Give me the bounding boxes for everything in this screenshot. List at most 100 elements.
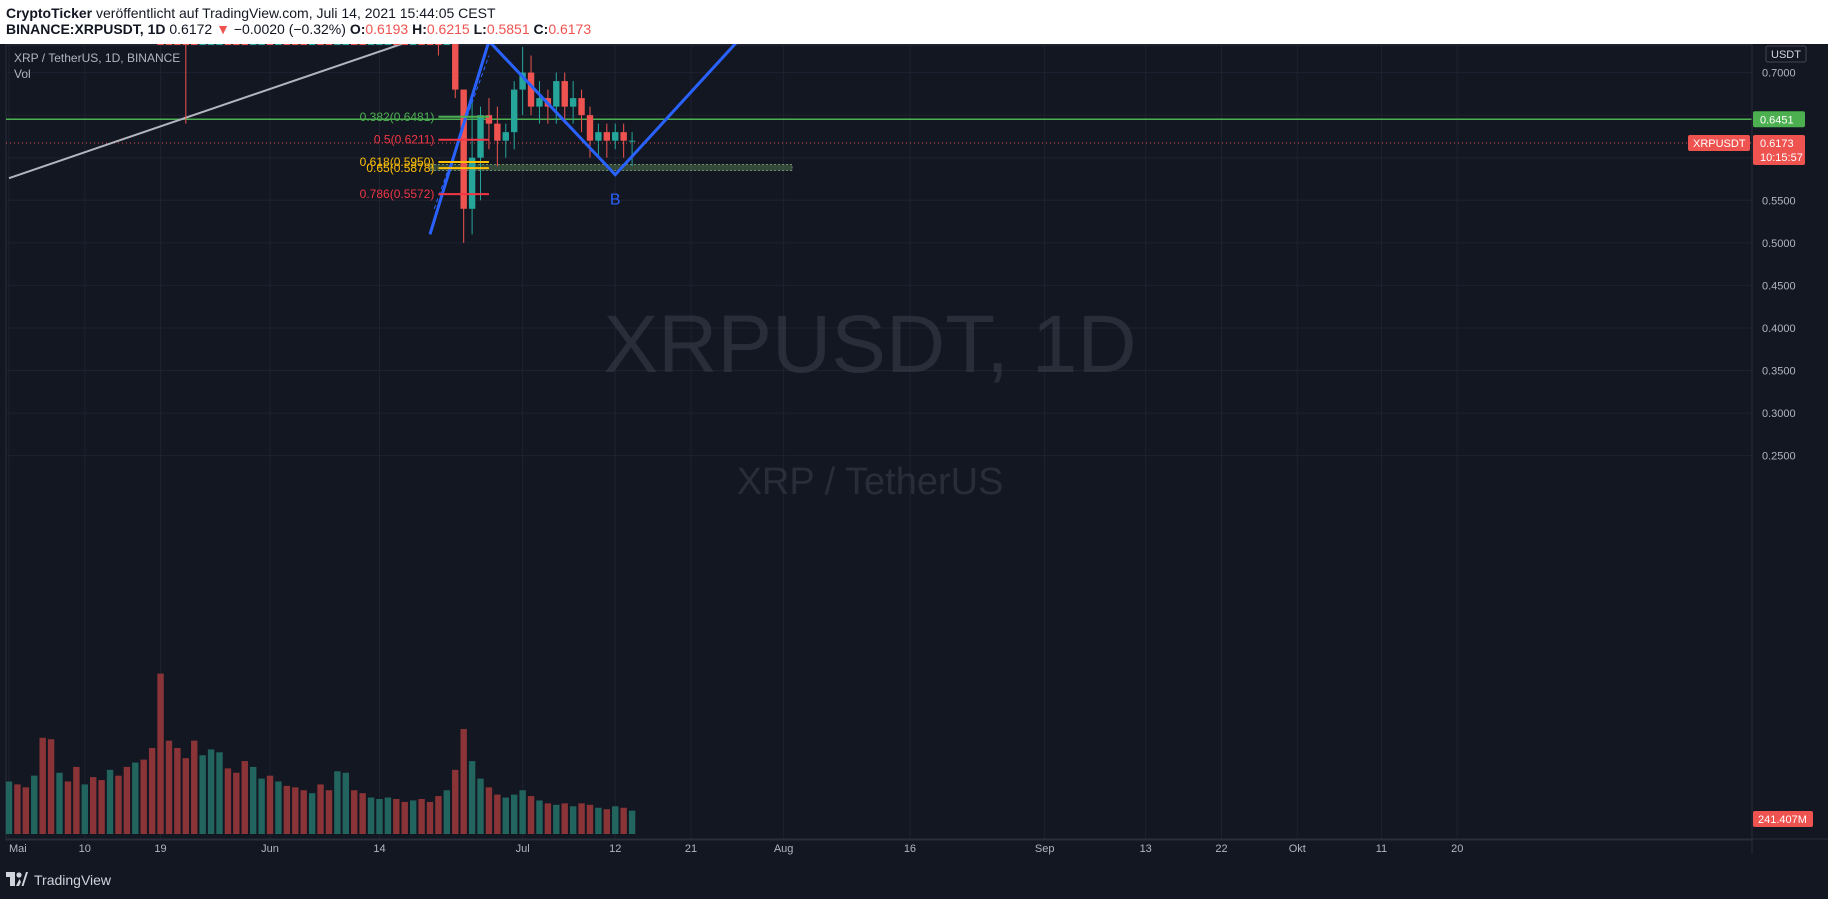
volume-bar [115,775,122,834]
candle-body [199,44,206,45]
volume-bar [216,752,223,834]
candle [249,44,257,45]
volume-bar [73,766,80,834]
volume-bar [418,799,425,834]
volume-bar [233,772,240,834]
candle-body [628,140,636,142]
watermark-description: XRP / TetherUS [737,461,1004,503]
volume-bar [519,790,526,834]
volume-bar [123,766,131,834]
time-tick: 22 [1215,843,1227,855]
chart-header: CryptoTicker veröffentlicht auf TradingV… [0,0,1828,44]
volume-bar [553,804,560,834]
volume-tag: 241.407M [1758,814,1807,826]
last-price-tag-bg [1753,134,1805,165]
candle-body [401,44,408,45]
candle [216,44,223,45]
volume-bar [612,806,619,834]
candle-body [435,44,442,45]
candle-body [191,44,198,45]
price-chart[interactable]: XRPUSDT, 1D XRP / TetherUS ABC 0.382(0.6… [0,44,1828,862]
fib-retracement[interactable]: 0.382(0.6481) 0.5(0.6211) 0.618(0.5950)0.6… [360,110,489,201]
candle-body [292,44,299,45]
candle-body [595,132,602,141]
candle [595,123,602,158]
currency-label: USDT [1771,49,1801,61]
candle [233,44,240,45]
price-tag-support-bg [1753,111,1805,128]
volume-bar [132,762,139,834]
candle-body [266,44,274,45]
published-text: veröffentlicht auf TradingView.com, Juli… [96,5,496,21]
volume-bar [367,797,375,834]
trendline [8,44,405,180]
candle-body [527,72,535,107]
fib-level-label: 0.382(0.6481) [360,110,435,124]
candle [207,44,215,45]
time-tick: 21 [685,843,697,855]
footer: TradingView [0,862,1828,899]
candle [174,44,181,45]
candle [426,44,434,45]
header-line-2: BINANCE:XRPUSDT, 1D 0.6172 ▼ −0.0020 (−0… [6,21,591,37]
candle [359,44,366,45]
candle [292,44,299,45]
candle [367,44,375,45]
candle-body [157,44,164,45]
candle-body [249,44,257,45]
volume-bar [511,794,518,834]
candle [266,44,274,45]
volume-bar [165,740,173,834]
time-tick: 13 [1140,843,1152,855]
tradingview-brand[interactable]: TradingView [34,872,112,888]
currency-box [1765,45,1807,63]
candle [494,106,501,167]
volume-bar [460,729,467,834]
volume-bar [140,759,147,834]
candle-body [241,44,248,45]
candle-body [536,98,543,107]
volume-bar [569,806,577,834]
low-label: L: [473,21,487,37]
time-tick: 12 [609,843,621,855]
volume-bar [182,758,190,834]
candle-body [418,44,425,45]
tradingview-logo-icon[interactable] [6,872,28,886]
candle [182,44,190,124]
last-price-text: 0.6172 [169,21,213,37]
candle-body [477,115,484,158]
candle-body [376,44,383,45]
candle-body [519,72,526,90]
candle-body [207,44,215,45]
candle-body [511,89,518,133]
drawings[interactable]: ABC [428,44,941,235]
candle [300,44,307,45]
candle-body [351,44,358,45]
candle [401,44,408,45]
open-value: 0.6193 [365,21,409,37]
candle-body [233,44,240,45]
volume-bar [98,780,105,834]
candle [258,44,265,45]
volume-bar [5,781,13,834]
candle [199,44,206,45]
candle-body [325,44,333,45]
close-value: 0.6173 [548,21,592,37]
candle [418,44,425,45]
volume-bar [241,761,248,834]
candle [241,44,248,45]
price-axis[interactable]: USDT 0.2500 0.3000 0.3500 0.4000 0.4500 0.5000… [1688,44,1813,854]
volume-bar [174,747,181,834]
volume-bar [39,737,46,834]
candle [275,44,282,45]
candle [317,44,324,45]
publisher-name[interactable]: CryptoTicker [6,5,93,21]
price-tick: 0.4500 [1762,280,1796,292]
change-text: −0.0020 (−0.32%) [233,21,346,37]
volume-bar [435,796,442,834]
time-axis[interactable]: Mai 10 19 Jun 14 Jul 12 21 Aug 16 Sep 13 22 Okt 11 20 [6,838,1828,855]
candle [224,44,232,45]
close-label: C: [533,21,549,37]
volume-bar [620,807,627,834]
volume-bar [56,772,63,834]
